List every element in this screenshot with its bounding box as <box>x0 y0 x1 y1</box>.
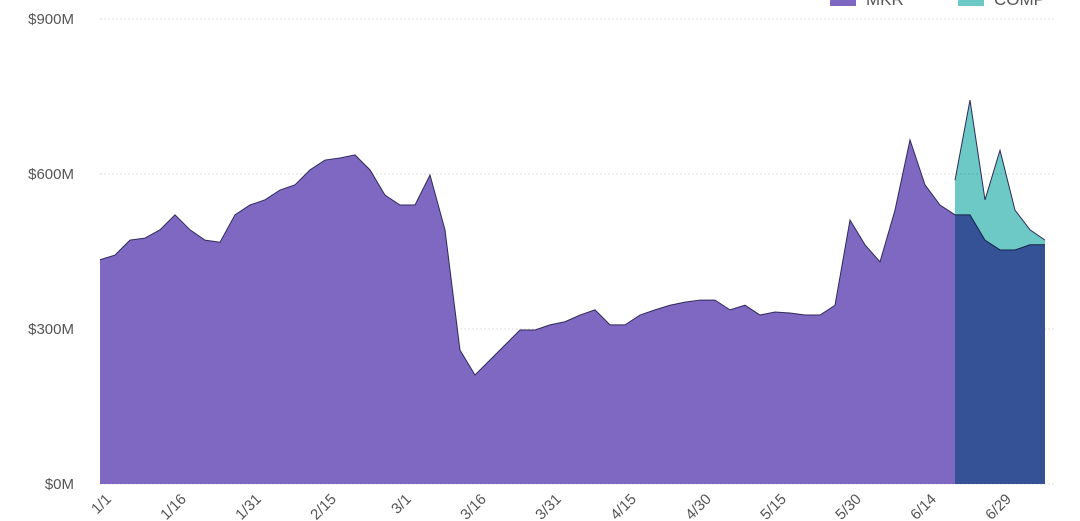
x-tick-label: 5/30 <box>832 491 865 521</box>
x-tick-label: 1/1 <box>88 491 115 518</box>
legend-label: MKR <box>866 0 904 9</box>
area <box>100 139 1045 484</box>
series-line <box>99 138 1045 376</box>
x-tick-label: 6/14 <box>907 491 940 521</box>
x-tick-label: 2/15 <box>307 491 340 521</box>
y-tick-label: $300M <box>28 321 74 338</box>
series-line <box>954 100 1046 241</box>
legend-swatch <box>958 0 984 6</box>
x-tick-label: 3/1 <box>388 491 415 518</box>
x-tick-label: 5/15 <box>757 491 790 521</box>
area <box>955 100 1045 484</box>
x-tick-label: 6/29 <box>982 491 1015 521</box>
y-tick-label: $0M <box>45 476 74 493</box>
areas <box>99 100 1046 484</box>
y-tick-label: $900M <box>28 11 74 28</box>
legend-swatch <box>830 0 856 6</box>
x-tick-label: 4/30 <box>682 491 715 521</box>
y-tick-label: $600M <box>28 166 74 183</box>
x-tick-label: 1/31 <box>232 491 265 521</box>
x-tick-label: 3/16 <box>457 491 490 521</box>
x-tick-label: 1/16 <box>157 491 190 521</box>
legend-label: COMP <box>994 0 1045 9</box>
x-tick-label: 3/31 <box>532 491 565 521</box>
x-tick-label: 4/15 <box>607 491 640 521</box>
